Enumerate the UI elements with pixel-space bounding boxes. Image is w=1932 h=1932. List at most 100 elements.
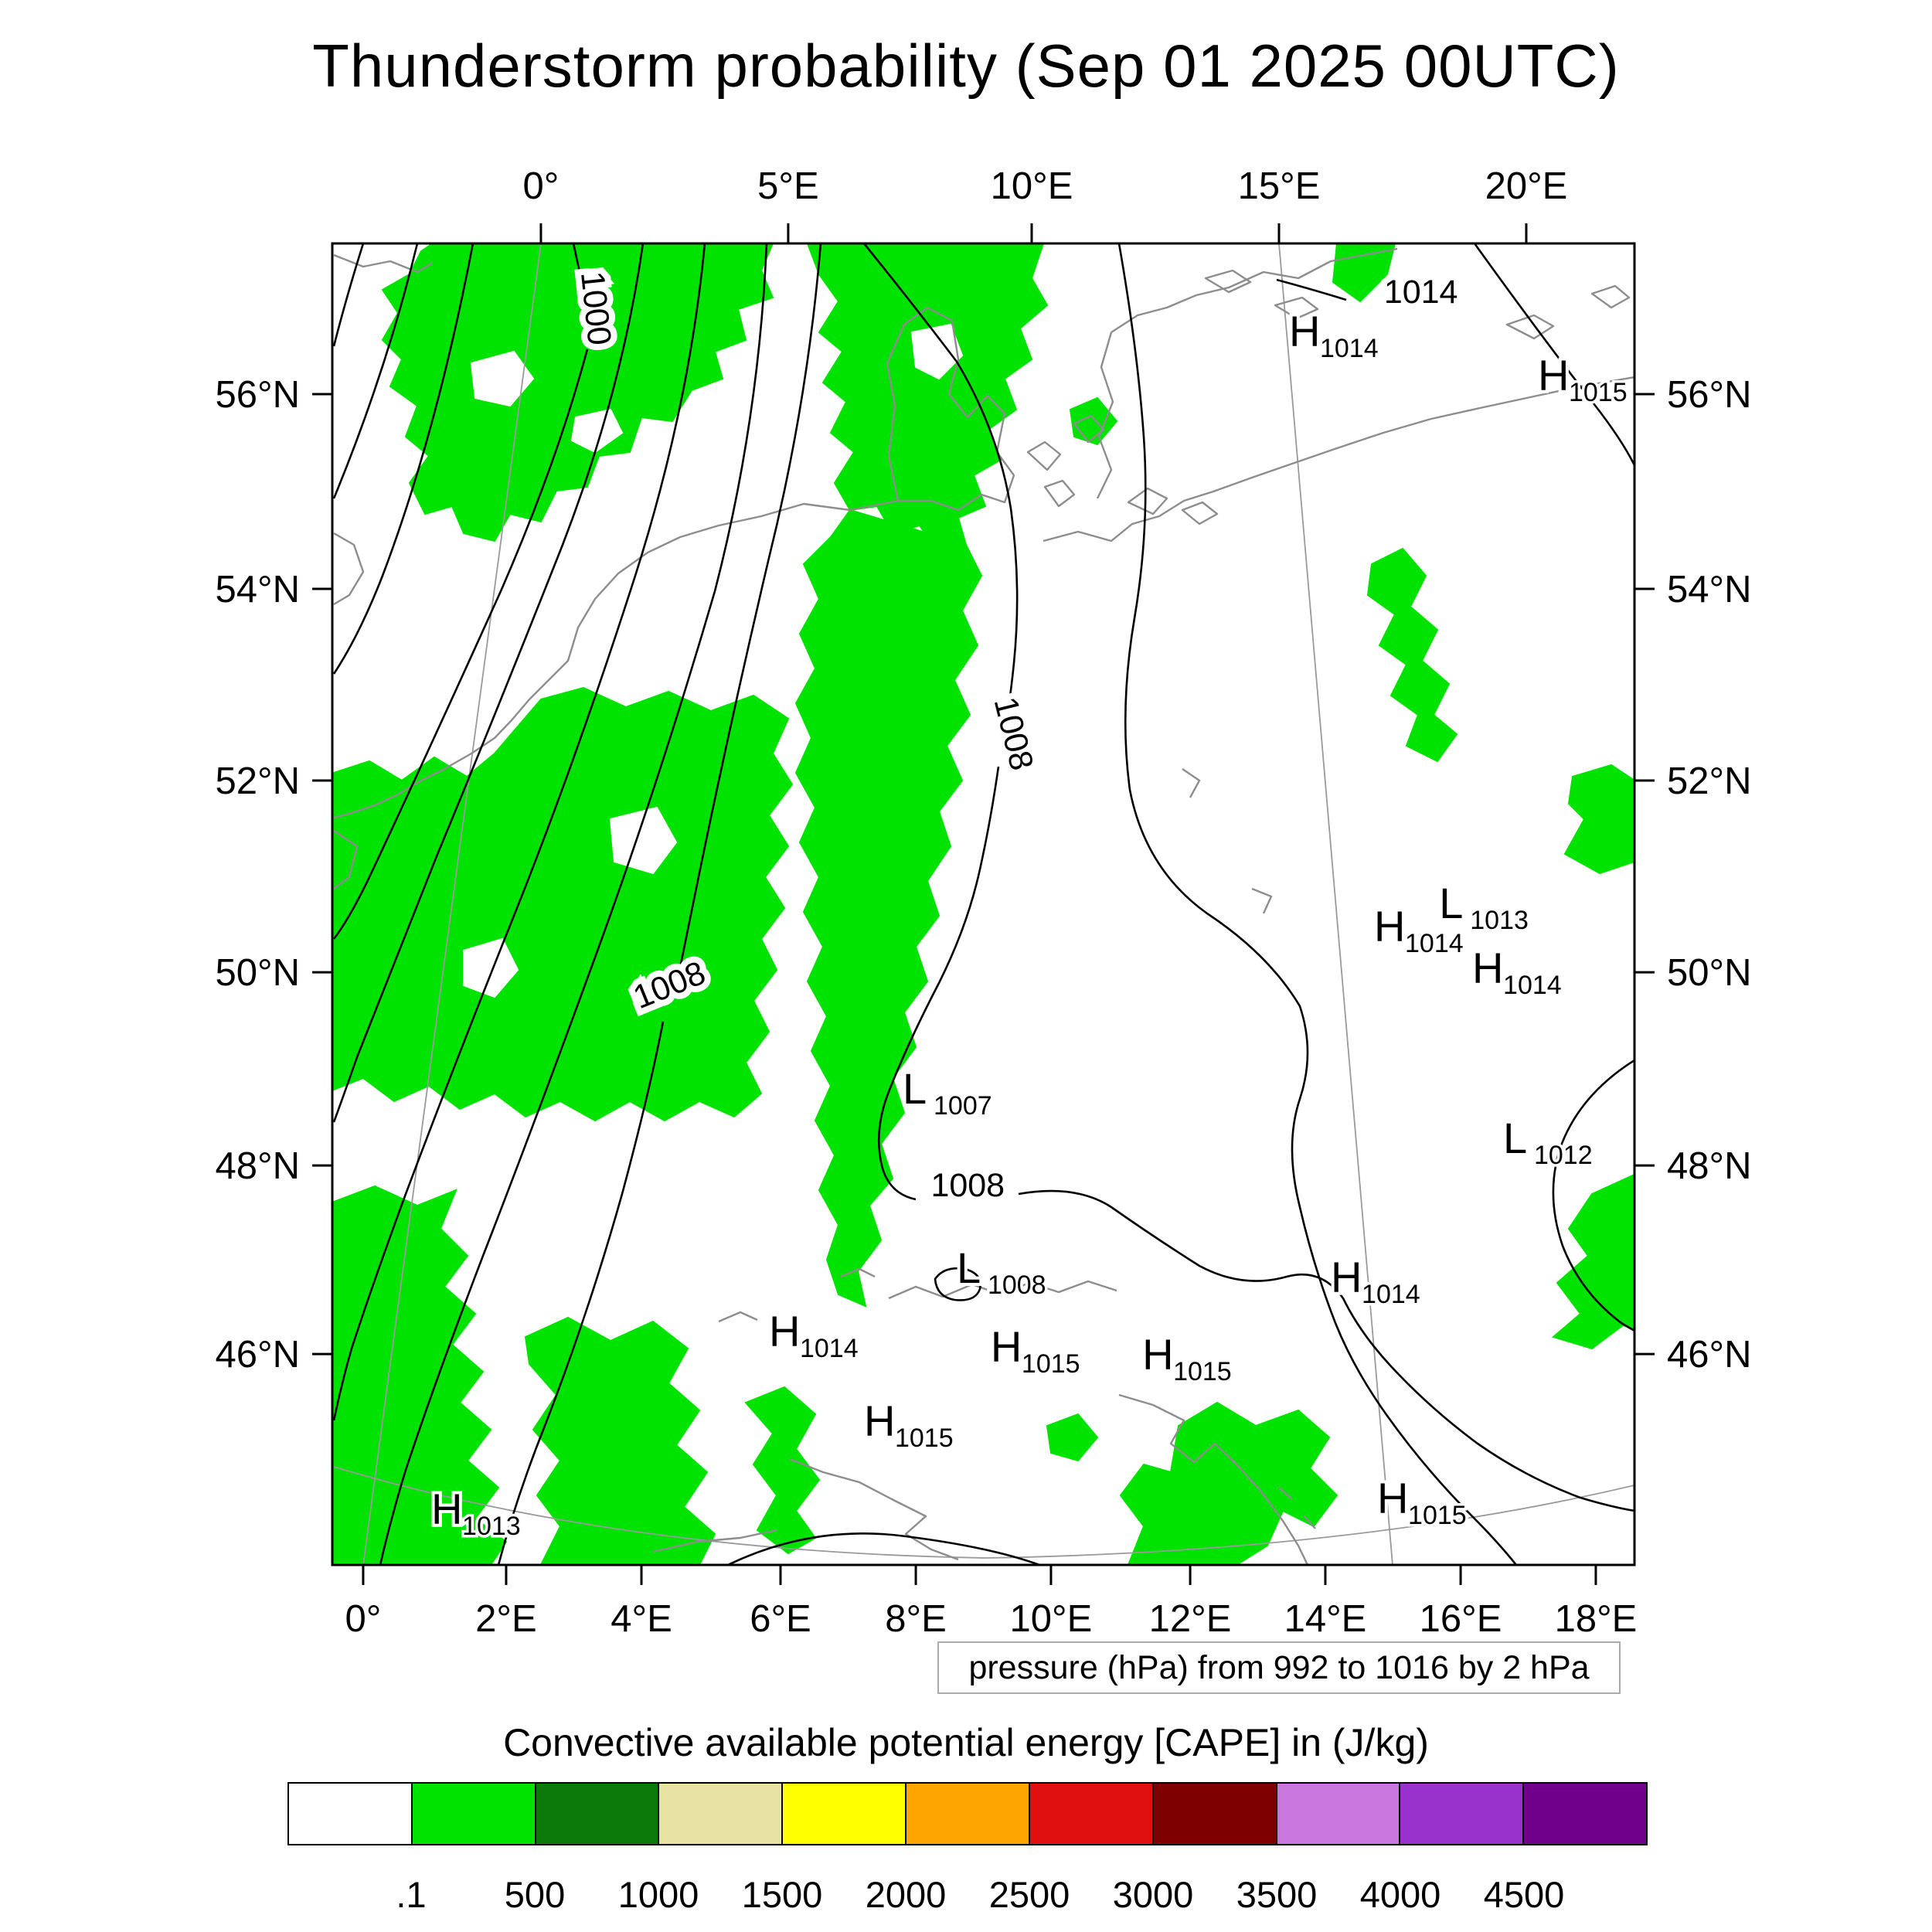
- pressure-center: H 1015: [1535, 348, 1630, 410]
- cape-region: [794, 509, 983, 1308]
- cape-hole: [910, 323, 964, 380]
- colorbar-tick-label: 1500: [741, 1874, 823, 1915]
- isobar: [332, 243, 419, 499]
- pressure-center-letter: L: [957, 1243, 981, 1292]
- pressure-center: H 1014: [1286, 304, 1381, 366]
- colorbar-segment: [658, 1782, 784, 1845]
- pressure-center: H 1014: [1371, 899, 1466, 961]
- pressure-center-letter: H: [1377, 1474, 1408, 1522]
- isobar: [862, 243, 1634, 1512]
- coastline: [886, 306, 1015, 512]
- coastline: [1590, 284, 1631, 309]
- left-axis-label: 50°N: [216, 952, 300, 994]
- pressure-center-value: 1015: [1569, 378, 1628, 407]
- map-frame: [331, 242, 1636, 1566]
- isobar: [332, 243, 589, 940]
- colorbar-segment: [905, 1782, 1030, 1845]
- pressure-center-letter: H: [1331, 1253, 1362, 1301]
- bottom-axis-label: 0°: [345, 1598, 382, 1640]
- top-axis-label: 5°E: [757, 165, 819, 207]
- colorbar-segment: [1151, 1782, 1277, 1845]
- graticule-line: [362, 243, 542, 1565]
- isobar: [332, 243, 474, 675]
- coastline: [1073, 414, 1105, 444]
- coastline: [1096, 332, 1114, 499]
- right-axis-label: 48°N: [1667, 1145, 1751, 1187]
- right-axis-label: 46°N: [1667, 1334, 1751, 1376]
- colorbar-segment: [1275, 1782, 1401, 1845]
- bottom-axis-label: 2°E: [475, 1598, 537, 1640]
- left-axis-label: 52°N: [216, 760, 300, 802]
- isobar: [332, 243, 365, 347]
- colorbar-segment: [781, 1782, 907, 1845]
- bottom-axis-label: 10°E: [1010, 1598, 1093, 1640]
- right-axis-label: 56°N: [1667, 374, 1751, 416]
- isobar: [1473, 243, 1634, 466]
- colorbar-tick-label: 500: [504, 1874, 566, 1915]
- bottom-axis-label: 12°E: [1149, 1598, 1232, 1640]
- pressure-center-letter: H: [1472, 944, 1503, 992]
- pressure-center-letter: H: [1289, 307, 1320, 355]
- isobar: [497, 243, 822, 1565]
- colorbar-tick-label: 3000: [1112, 1874, 1194, 1915]
- page-title: Thunderstorm probability (Sep 01 2025 00…: [312, 32, 1620, 100]
- left-axis-label: 48°N: [216, 1145, 300, 1187]
- coastline: [1505, 314, 1555, 340]
- colorbar-segment: [410, 1782, 536, 1845]
- pressure-center-value: 1013: [462, 1512, 521, 1541]
- bottom-axis-label: 14°E: [1284, 1598, 1367, 1640]
- colorbar-tick-label: 2000: [865, 1874, 947, 1915]
- coastline: [1026, 440, 1062, 471]
- pressure-center-value: 1008: [988, 1270, 1046, 1300]
- pressure-center: H 1015: [988, 1319, 1083, 1382]
- colorbar-title: Convective available potential energy [C…: [503, 1721, 1429, 1764]
- colorbar-tick-label: 2500: [988, 1874, 1070, 1915]
- top-axis-label: 10°E: [991, 165, 1073, 207]
- pressure-center-value: 1015: [1173, 1357, 1232, 1386]
- isobar: [1552, 1059, 1634, 1332]
- pressure-center-value: 1014: [800, 1334, 859, 1363]
- coastline: [1204, 269, 1252, 294]
- pressure-center: H 1014: [1328, 1250, 1423, 1312]
- isobar: [332, 243, 645, 1123]
- pressure-center-letter: H: [1538, 351, 1569, 400]
- right-axis-label: 50°N: [1667, 952, 1751, 994]
- cape-region: [1119, 1401, 1338, 1565]
- pressure-center: H 1015: [1374, 1471, 1469, 1533]
- left-axis-label: 46°N: [216, 1334, 300, 1376]
- coastline: [1043, 479, 1076, 508]
- pressure-center-value: 1015: [895, 1423, 954, 1453]
- colorbar-tick-label: 4500: [1483, 1874, 1565, 1915]
- cape-shading-layer: [333, 243, 1634, 1565]
- isobar: [727, 1532, 1040, 1565]
- pressure-center-value: 1015: [1022, 1349, 1080, 1379]
- top-axis-label: 15°E: [1238, 165, 1321, 207]
- cape-region: [333, 1185, 508, 1565]
- isobar: [332, 243, 706, 1421]
- bottom-axis-label: 6°E: [750, 1598, 811, 1640]
- cape-region: [1366, 547, 1458, 763]
- coastline: [333, 499, 899, 819]
- colorbar-segment: [534, 1782, 660, 1845]
- colorbar-segment: [1399, 1782, 1525, 1845]
- right-axis-label: 52°N: [1667, 760, 1751, 802]
- colorbar-segment: [1522, 1782, 1648, 1845]
- cape-colorbar: [287, 1782, 1648, 1845]
- pressure-center-value: 1014: [1362, 1280, 1420, 1309]
- coastline: [333, 253, 434, 274]
- bottom-axis-label: 16°E: [1420, 1598, 1502, 1640]
- colorbar-segment: [287, 1782, 413, 1845]
- pressure-center-value: 1014: [1320, 334, 1379, 363]
- pressure-center: L 1007: [900, 1061, 995, 1124]
- coastline: [1182, 768, 1273, 914]
- pressure-center: H 1014: [766, 1304, 861, 1366]
- pressure-center-letter: L: [1503, 1114, 1527, 1162]
- cape-region: [524, 1316, 716, 1565]
- graticule-line: [333, 1466, 1634, 1559]
- isobar: [934, 1267, 981, 1301]
- pressure-center: H 1013: [428, 1481, 523, 1544]
- top-axis-label: 0°: [523, 165, 560, 207]
- coastline: [1181, 501, 1219, 526]
